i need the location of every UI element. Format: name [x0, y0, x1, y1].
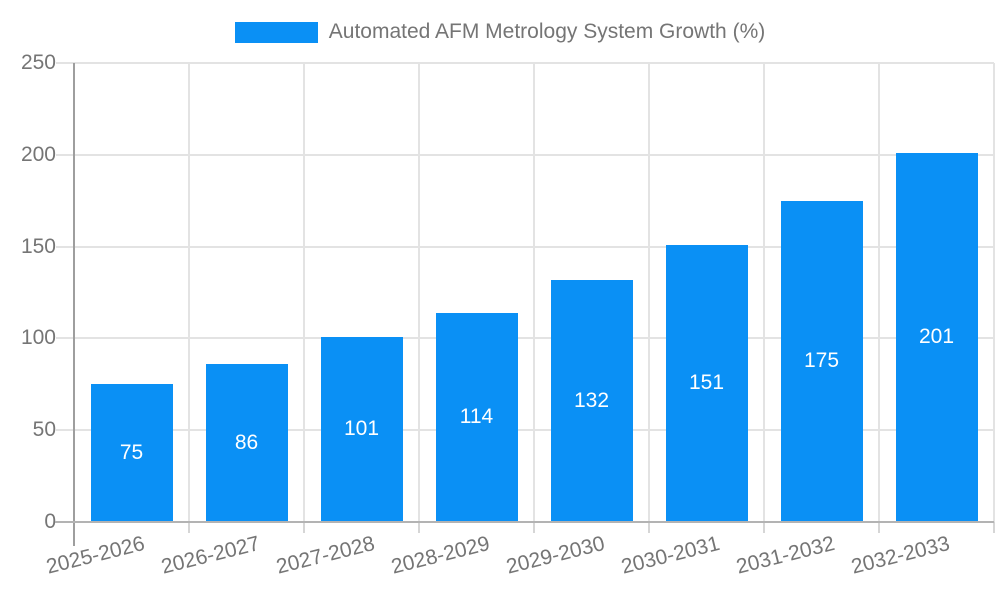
x-tick-mark — [188, 522, 190, 533]
x-tick-label: 2026-2027 — [159, 532, 263, 579]
x-tick-label: 2031-2032 — [734, 532, 838, 579]
x-tick-mark — [533, 522, 535, 533]
bar[interactable]: 132 — [550, 279, 633, 522]
bar-value-label: 151 — [688, 371, 725, 395]
legend-swatch — [234, 21, 318, 43]
x-tick-mark — [648, 522, 650, 533]
bar[interactable]: 86 — [205, 364, 288, 522]
legend: Automated AFM Metrology System Growth (%… — [0, 20, 1000, 44]
legend-label: Automated AFM Metrology System Growth (%… — [328, 20, 766, 43]
bar[interactable]: 101 — [320, 336, 403, 522]
grid-line-y — [56, 429, 994, 432]
x-tick-mark — [418, 522, 420, 533]
grid-line-x — [993, 63, 995, 522]
bar-value-label: 175 — [803, 349, 840, 373]
x-tick-label: 2032-2033 — [849, 532, 953, 579]
bar[interactable]: 151 — [665, 244, 748, 522]
grid-line-x — [648, 63, 650, 522]
x-tick-mark — [878, 522, 880, 533]
bar[interactable]: 75 — [90, 384, 173, 522]
bar-value-label: 201 — [918, 325, 955, 349]
bar-value-label: 132 — [573, 388, 610, 412]
bar[interactable]: 175 — [780, 200, 863, 522]
bar-value-label: 86 — [234, 431, 259, 455]
grid-line-x — [418, 63, 420, 522]
y-tick-label: 50 — [32, 418, 56, 442]
y-tick-label: 0 — [44, 510, 56, 533]
grid-line-y — [56, 337, 994, 340]
bar-value-label: 114 — [459, 405, 494, 429]
grid-line-y — [56, 153, 994, 156]
y-tick-label: 100 — [20, 326, 56, 350]
y-tick-label: 250 — [20, 51, 56, 74]
grid-line-x — [763, 63, 765, 522]
x-tick-mark — [303, 522, 305, 533]
y-tick-label: 200 — [20, 142, 56, 166]
grid-line-x — [878, 63, 880, 522]
grid-line-x — [188, 63, 190, 522]
y-tick-label: 150 — [20, 234, 56, 258]
x-tick-label: 2025-2026 — [44, 532, 148, 579]
grid-line-x — [303, 63, 305, 522]
x-tick-label: 2029-2030 — [504, 532, 608, 579]
x-tick-label: 2028-2029 — [389, 532, 493, 579]
x-tick-label: 2030-2031 — [619, 532, 723, 579]
grid-line-y — [56, 62, 994, 64]
grid-line-y — [56, 245, 994, 248]
bar[interactable]: 201 — [895, 152, 978, 522]
bar[interactable]: 114 — [435, 312, 518, 522]
x-tick-mark — [993, 522, 995, 533]
bar-value-label: 75 — [119, 441, 144, 465]
x-tick-label: 2027-2028 — [274, 532, 378, 579]
plot-area: 75 86 101 114 132 151 175 201 — [56, 62, 995, 522]
y-axis-line — [73, 63, 75, 546]
grid-line-x — [533, 63, 535, 522]
x-tick-mark — [763, 522, 765, 533]
x-axis-line — [55, 521, 994, 523]
bar-value-label: 101 — [343, 417, 380, 441]
